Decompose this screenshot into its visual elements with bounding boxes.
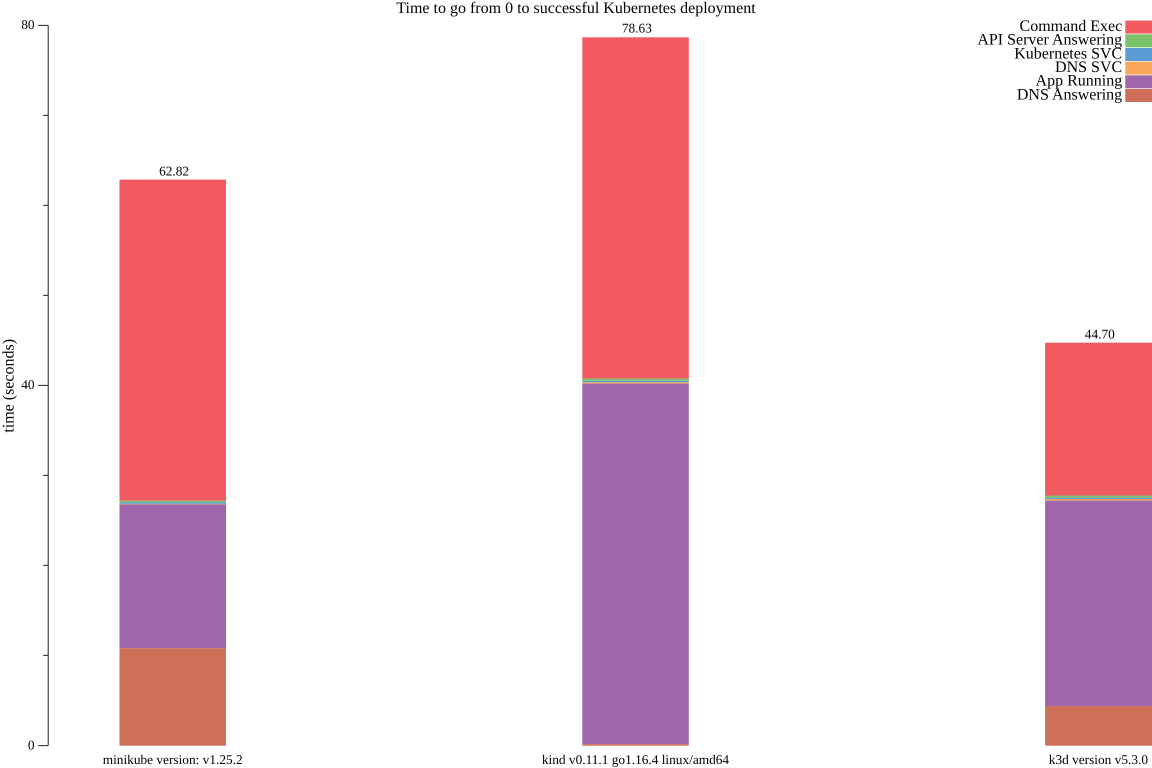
svg-text:0: 0	[28, 737, 35, 752]
svg-text:Time to go from 0 to successfu: Time to go from 0 to successful Kubernet…	[396, 0, 756, 17]
svg-text:minikube version: v1.25.2: minikube version: v1.25.2	[103, 752, 243, 767]
svg-text:API Server Answering: API Server Answering	[977, 32, 1122, 49]
svg-text:Kubernetes SVC: Kubernetes SVC	[1014, 45, 1122, 62]
svg-text:80: 80	[21, 17, 35, 32]
svg-text:DNS SVC: DNS SVC	[1055, 59, 1122, 76]
svg-text:44.70: 44.70	[1085, 327, 1115, 342]
svg-text:78.63: 78.63	[622, 21, 652, 36]
svg-text:kind v0.11.1 go1.16.4 linux/am: kind v0.11.1 go1.16.4 linux/amd64	[542, 752, 730, 767]
svg-text:time (seconds): time (seconds)	[0, 339, 17, 433]
svg-text:62.82: 62.82	[159, 164, 189, 179]
svg-text:App Running: App Running	[1036, 73, 1123, 90]
svg-text:40: 40	[21, 377, 35, 392]
svg-text:DNS Answering: DNS Answering	[1017, 86, 1122, 103]
svg-text:k3d version v5.3.0: k3d version v5.3.0	[1049, 752, 1149, 767]
svg-text:Command Exec: Command Exec	[1020, 18, 1123, 35]
